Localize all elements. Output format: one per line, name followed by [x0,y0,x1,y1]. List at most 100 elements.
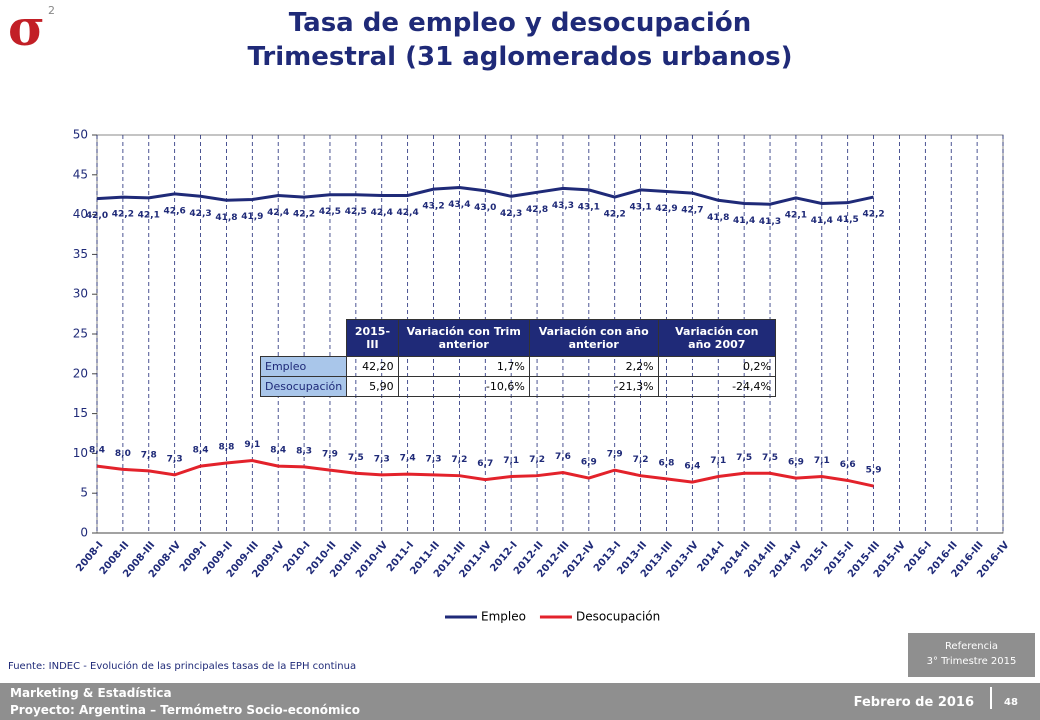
footer: Marketing & Estadística Proyecto: Argent… [0,683,1040,720]
data-label: 7,8 [141,450,157,460]
data-label: 7,1 [814,456,830,466]
data-label: 8,0 [115,449,131,459]
table-header: 2015-III Variación con Trim anterior Varia… [260,319,777,357]
reference-line: Referencia [944,641,999,652]
data-label: 7,6 [555,452,571,462]
y-tick-label: 30 [73,287,88,301]
line-series [96,459,874,488]
data-label: 5,9 [866,466,882,476]
y-tick-label: 20 [73,366,88,380]
data-label: 42,6 [164,206,186,216]
data-label: 7,2 [529,455,545,465]
data-label: 7,4 [400,454,416,464]
data-label: 42,1 [138,210,160,220]
data-label: 42,2 [604,210,626,220]
data-label: 41,8 [707,213,729,223]
y-tick-label: 40 [73,207,88,221]
data-label: 7,2 [451,455,467,465]
table-cell: Variación con Trim anterior [397,319,530,357]
data-label: 41,8 [215,213,237,223]
data-label: 42,7 [681,206,703,216]
table-row: Desocupación 5,90 -10,6% -21,3% -24,4% [259,376,777,397]
y-tick-label: 5 [80,486,88,500]
data-label: 6,4 [684,462,700,472]
table-cell: Desocupación [259,376,348,397]
data-label: 8,3 [296,446,312,456]
table-cell: Empleo [259,356,348,377]
data-label: 7,3 [426,454,442,464]
data-label: 42,4 [371,208,393,218]
logo-sup: 2 [48,4,55,17]
data-label: 7,5 [348,453,364,463]
data-label: 7,3 [374,454,390,464]
table-cell: -21,3% [528,376,659,397]
table-cell: Variación con año 2007 [657,319,777,357]
table-cell: 1,7% [397,356,530,377]
data-label: 42,2 [293,210,315,220]
page-number: 48 [1004,697,1018,708]
data-label: 42,9 [655,204,677,214]
y-tick-label: 25 [73,327,88,341]
data-label: 42,3 [189,209,211,219]
data-label: 42,4 [267,208,289,218]
summary-table: 2015-III Variación con Trim anterior Varia… [259,319,777,397]
data-label: 42,1 [785,210,807,220]
title: Tasa de empleo y desocupación Trimestral… [0,6,1040,74]
y-tick-label: 0 [80,526,88,540]
data-label: 7,1 [710,456,726,466]
table-cell: 0,2% [657,356,777,377]
data-label: 42,2 [112,210,134,220]
data-label: 41,4 [733,216,755,226]
table-cell: 2015-III [346,319,399,357]
data-label: 8,8 [218,442,234,452]
table-cell: Variación con año anterior [528,319,659,357]
data-label: 7,3 [167,454,183,464]
data-label: 7,1 [503,456,519,466]
data-label: 43,1 [629,202,651,212]
table-cell: 42,20 [346,356,399,377]
table-cell: -10,6% [397,376,530,397]
reference-line: 3° Trimestre 2015 [926,656,1017,667]
data-label: 7,9 [322,450,338,460]
data-label: 7,5 [736,453,752,463]
data-label: 42,0 [86,211,108,221]
reference-box: Referencia 3° Trimestre 2015 [908,633,1035,677]
data-label: 9,1 [244,440,260,450]
data-label: 41,3 [759,217,781,227]
y-tick-label: 45 [73,167,88,181]
data-label: 42,2 [862,210,884,220]
data-label: 6,8 [659,458,675,468]
table-cell: -24,4% [657,376,777,397]
legend-label: Empleo [481,610,526,624]
title-line: Trimestral (31 aglomerados urbanos) [247,42,793,72]
data-label: 7,9 [607,450,623,460]
data-label: 41,5 [837,215,859,225]
data-label: 6,7 [477,459,493,469]
logo: σ [8,0,45,57]
table-row: Empleo 42,20 1,7% 2,2% 0,2% [259,356,777,377]
separator [990,687,992,709]
data-label: 6,6 [840,460,856,470]
data-label: 8,4 [193,446,209,456]
data-label: 43,3 [552,201,574,211]
table-cell [260,319,348,357]
legend-label: Desocupación [576,610,660,624]
data-label: 42,3 [500,209,522,219]
footer-line: Proyecto: Argentina – Termómetro Socio-e… [10,703,361,717]
line-series [96,186,874,206]
table-cell: 5,90 [346,376,399,397]
data-label: 6,9 [788,458,804,468]
y-tick-label: 50 [73,128,88,142]
data-label: 43,1 [578,202,600,212]
footer-date: Febrero de 2016 [853,695,974,710]
table-cell: 2,2% [528,356,659,377]
data-label: 7,2 [633,455,649,465]
data-label: 6,9 [581,458,597,468]
data-label: 43,0 [474,203,496,213]
y-tick-label: 35 [73,247,88,261]
data-label: 8,4 [89,446,105,456]
data-label: 8,4 [270,446,286,456]
y-tick-label: 10 [73,446,88,460]
source: Fuente: INDEC - Evolución de las princip… [8,661,357,672]
